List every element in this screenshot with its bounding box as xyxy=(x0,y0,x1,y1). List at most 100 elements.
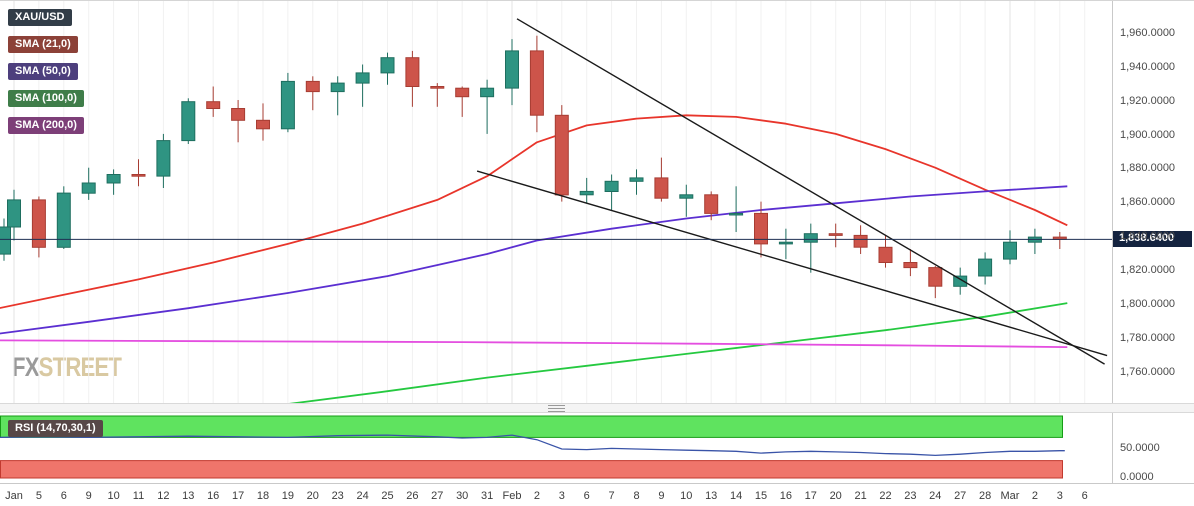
rsi-panel[interactable]: RSI (14,70,30,1) xyxy=(0,413,1112,483)
time-tick-label: 23 xyxy=(904,490,917,502)
time-tick-label: 2 xyxy=(533,490,540,502)
watermark-fx: FX xyxy=(12,352,39,382)
symbol-chip[interactable]: XAU/USD xyxy=(8,9,72,26)
panel-splitter[interactable] xyxy=(0,403,1194,413)
time-tick-label: 12 xyxy=(157,490,170,502)
candle xyxy=(903,262,918,269)
price-axis-label: 1,820.0000 xyxy=(1120,264,1176,276)
time-tick-label: 3 xyxy=(1056,490,1063,502)
indicator-legend: XAU/USD SMA (21,0) SMA (50,0) SMA (100,0) SM… xyxy=(8,9,84,134)
trendline[interactable] xyxy=(476,170,1108,357)
current-price-label: 1,838.6400 xyxy=(1113,231,1192,248)
sma-200-chip[interactable]: SMA (200,0) xyxy=(8,117,84,134)
sma-21-line xyxy=(0,114,1068,309)
sma-50-line xyxy=(0,185,1068,335)
candle xyxy=(131,174,146,177)
time-tick-label: 20 xyxy=(306,490,319,502)
candle xyxy=(1003,241,1017,260)
time-tick-label: 17 xyxy=(231,490,245,502)
rsi-line xyxy=(0,434,1065,457)
time-tick-label: 22 xyxy=(879,490,892,502)
candle xyxy=(604,180,619,193)
watermark-street: STREET xyxy=(38,352,122,382)
time-tick-label: 26 xyxy=(406,490,419,502)
time-tick-label: 10 xyxy=(107,490,120,502)
time-tick-label: 18 xyxy=(256,490,270,502)
time-tick-label: Mar xyxy=(1000,490,1020,502)
candle xyxy=(0,226,11,255)
time-tick-label: 20 xyxy=(829,490,842,502)
sma-50-chip[interactable]: SMA (50,0) xyxy=(8,63,78,80)
sma-200-line xyxy=(0,339,1068,348)
price-chart-canvas[interactable] xyxy=(0,1,1112,403)
price-axis-label: 1,880.0000 xyxy=(1120,162,1176,175)
candle xyxy=(256,119,270,130)
candle xyxy=(704,194,719,214)
sma-100-chip[interactable]: SMA (100,0) xyxy=(8,90,84,107)
rsi-axis-label: 50.0000 xyxy=(1120,442,1160,454)
time-axis[interactable]: Jan 5 6 9 10 11 12 13 16 17 18 19 20 23 24 25 26 27 30 31 Fe… xyxy=(0,483,1194,506)
sma-21-chip[interactable]: SMA (21,0) xyxy=(8,36,78,53)
candle xyxy=(654,177,669,199)
candle xyxy=(405,57,420,87)
rsi-axis[interactable]: 50.0000 0.0000 xyxy=(1112,413,1194,483)
candle xyxy=(81,182,96,194)
candle xyxy=(56,192,71,248)
time-tick-label: 27 xyxy=(431,490,444,502)
time-tick-label: 5 xyxy=(35,490,42,502)
time-tick-label: 24 xyxy=(929,490,942,502)
time-tick-label: 6 xyxy=(60,490,67,502)
price-axis-label: 1,780.0000 xyxy=(1120,331,1176,344)
candle xyxy=(828,233,843,236)
candle xyxy=(579,190,594,196)
time-tick-label: 19 xyxy=(281,490,295,502)
time-tick-label: Feb xyxy=(502,490,522,502)
rsi-axis-label: 0.0000 xyxy=(1120,471,1154,483)
time-tick-label: 3 xyxy=(558,490,565,502)
candle xyxy=(803,233,818,243)
rsi-legend-chip[interactable]: RSI (14,70,30,1) xyxy=(8,420,103,437)
splitter-handle-icon[interactable] xyxy=(548,405,565,412)
fxstreet-watermark: FXSTREET xyxy=(12,352,122,383)
candle xyxy=(953,275,968,287)
candle xyxy=(355,72,370,84)
candle xyxy=(554,114,569,196)
candle xyxy=(529,50,544,116)
time-tick-label: 7 xyxy=(608,490,615,502)
price-axis-label: 1,760.0000 xyxy=(1120,365,1176,378)
time-tick-label: 16 xyxy=(207,490,220,502)
candle xyxy=(181,101,196,142)
time-tick-label: 13 xyxy=(705,490,718,502)
price-axis-label: 1,840.0000 xyxy=(1120,230,1176,243)
trendline[interactable] xyxy=(516,18,1105,365)
candle xyxy=(106,174,121,184)
candle xyxy=(754,212,768,245)
candle xyxy=(853,234,868,248)
rsi-canvas[interactable] xyxy=(0,413,1112,483)
time-tick-label: 9 xyxy=(85,490,92,502)
time-tick-label: 6 xyxy=(583,490,590,502)
time-tick-label: 24 xyxy=(356,490,369,502)
price-axis-label: 1,920.0000 xyxy=(1120,94,1176,107)
candle xyxy=(729,212,744,216)
candle xyxy=(430,86,445,89)
price-axis[interactable]: 1,838.6400 1,960.0000 1,940.0000 1,920.000… xyxy=(1112,1,1194,403)
rsi-overbought-band xyxy=(0,415,1063,438)
candle xyxy=(505,50,519,89)
time-tick-label: 6 xyxy=(1081,490,1088,502)
candle xyxy=(156,140,171,177)
time-tick-label: 28 xyxy=(978,490,992,502)
candle xyxy=(280,80,295,130)
time-tick-label: 14 xyxy=(729,490,743,502)
candle xyxy=(679,194,694,199)
candle xyxy=(305,80,320,93)
candle xyxy=(7,199,21,228)
time-tick-label: 2 xyxy=(1031,490,1038,502)
time-tick-label: 13 xyxy=(182,490,195,502)
main-chart-panel[interactable]: FXSTREET XAU/USD SMA (21,0) SMA (50,0) SMA … xyxy=(0,1,1112,403)
price-axis-label: 1,940.0000 xyxy=(1120,60,1176,73)
time-tick-label: 17 xyxy=(804,490,817,502)
candle xyxy=(878,246,893,264)
time-tick-label: 15 xyxy=(754,490,768,502)
